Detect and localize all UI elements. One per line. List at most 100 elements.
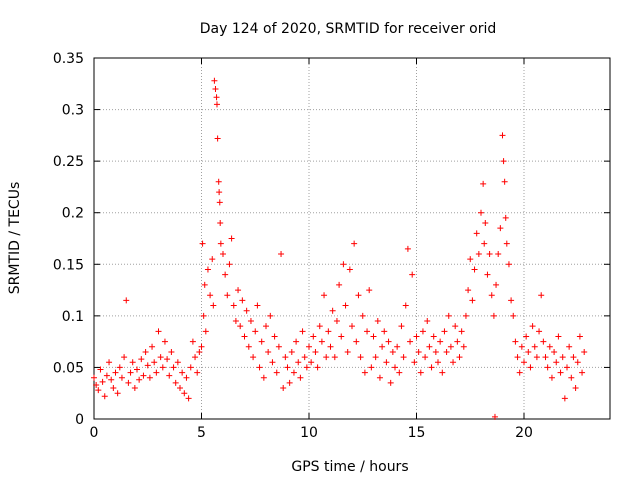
data-point	[192, 354, 199, 361]
data-point	[299, 328, 306, 335]
y-axis-label: SRMTID / TECUs	[7, 182, 23, 295]
data-point	[426, 343, 433, 350]
data-point	[385, 338, 392, 345]
data-point	[570, 354, 577, 361]
data-point	[484, 271, 491, 278]
y-tick-label: 0.35	[53, 51, 84, 67]
y-tick-label: 0.25	[53, 154, 84, 170]
data-point	[473, 230, 480, 237]
data-point	[202, 328, 209, 335]
data-point	[551, 348, 558, 355]
data-point	[179, 369, 186, 376]
data-point	[333, 318, 340, 325]
data-point	[316, 323, 323, 330]
data-point	[368, 364, 375, 371]
data-point	[346, 266, 353, 273]
data-point	[424, 318, 431, 325]
data-point	[201, 281, 208, 288]
data-point	[216, 199, 223, 206]
data-point	[574, 359, 581, 366]
data-point	[561, 395, 568, 402]
data-point	[181, 390, 188, 397]
x-tick-label: 5	[197, 425, 206, 441]
data-point	[131, 385, 138, 392]
data-point	[435, 359, 441, 366]
data-point	[151, 359, 158, 366]
grid-layer	[94, 58, 610, 419]
data-point	[581, 348, 588, 355]
data-point	[235, 287, 242, 294]
data-point	[108, 376, 115, 383]
data-point	[383, 359, 390, 366]
data-point	[217, 240, 224, 247]
data-point	[136, 376, 143, 383]
data-point	[166, 372, 173, 379]
data-point	[157, 354, 164, 361]
data-point	[364, 328, 371, 335]
data-point	[417, 369, 424, 376]
data-point	[516, 369, 523, 376]
data-point	[531, 343, 538, 350]
data-point	[428, 364, 435, 371]
data-point	[212, 85, 219, 92]
data-point	[351, 240, 358, 247]
data-point	[116, 364, 123, 371]
data-point	[129, 359, 136, 366]
data-point	[207, 292, 214, 299]
data-point	[404, 245, 411, 252]
data-point	[564, 364, 570, 371]
y-tick-label: 0.3	[62, 103, 84, 119]
data-point	[409, 271, 416, 278]
data-point	[172, 379, 179, 386]
data-points	[91, 77, 588, 420]
data-point	[243, 307, 250, 314]
data-point	[187, 364, 194, 371]
data-point	[490, 312, 497, 319]
data-point	[196, 348, 203, 355]
data-point	[576, 333, 583, 340]
data-point	[199, 240, 206, 247]
data-point	[331, 354, 338, 361]
data-point	[387, 379, 394, 386]
data-point	[114, 390, 121, 397]
data-point	[301, 354, 308, 361]
data-point	[415, 348, 422, 355]
data-point	[159, 364, 166, 371]
data-point	[488, 292, 495, 299]
data-point	[310, 333, 317, 340]
data-point	[198, 343, 205, 350]
data-point	[314, 364, 321, 371]
data-point	[566, 343, 573, 350]
data-point	[278, 250, 285, 257]
data-point	[493, 281, 500, 288]
data-point	[217, 220, 224, 227]
data-point	[286, 379, 293, 386]
y-tick-label: 0.2	[62, 206, 84, 222]
data-point	[260, 374, 267, 381]
data-point	[127, 369, 134, 376]
data-point	[374, 318, 381, 325]
x-axis-label: GPS time / hours	[291, 459, 408, 475]
data-point	[93, 381, 100, 388]
data-point	[400, 354, 407, 361]
data-point	[123, 297, 130, 304]
data-point	[482, 220, 489, 227]
data-point	[486, 250, 493, 257]
data-point	[478, 209, 484, 216]
data-point	[432, 348, 439, 355]
data-point	[338, 333, 345, 340]
data-point	[381, 328, 388, 335]
data-point	[183, 374, 190, 381]
data-point	[471, 266, 478, 273]
data-point	[500, 158, 507, 165]
data-point	[168, 348, 175, 355]
data-point	[525, 348, 532, 355]
data-point	[125, 379, 132, 386]
data-point	[555, 333, 562, 340]
data-point	[146, 374, 153, 381]
data-point	[318, 338, 325, 345]
data-point	[230, 302, 237, 309]
data-point	[503, 240, 510, 247]
ticks-layer: 0 5 10 15 20 0 0.05 0.1 0.15 0.2 0.25 0.3 0.35	[53, 51, 610, 441]
data-point	[467, 256, 474, 263]
